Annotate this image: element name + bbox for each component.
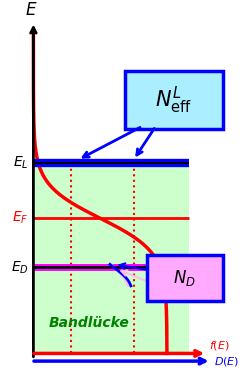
Text: $D(E)$: $D(E)$ bbox=[214, 355, 239, 368]
Text: $E_D$: $E_D$ bbox=[11, 259, 29, 276]
Text: $E_L$: $E_L$ bbox=[13, 155, 29, 171]
Text: $E$: $E$ bbox=[25, 1, 37, 19]
Text: $E_F$: $E_F$ bbox=[13, 210, 29, 226]
Text: Bandlücke: Bandlücke bbox=[49, 316, 129, 330]
FancyBboxPatch shape bbox=[147, 255, 223, 301]
Bar bbox=[33, 163, 189, 353]
Text: $N_D$: $N_D$ bbox=[173, 268, 196, 288]
Text: $f(E)$: $f(E)$ bbox=[209, 339, 230, 352]
FancyBboxPatch shape bbox=[125, 71, 223, 129]
Text: $N^L_{\rm eff}$: $N^L_{\rm eff}$ bbox=[155, 84, 192, 116]
